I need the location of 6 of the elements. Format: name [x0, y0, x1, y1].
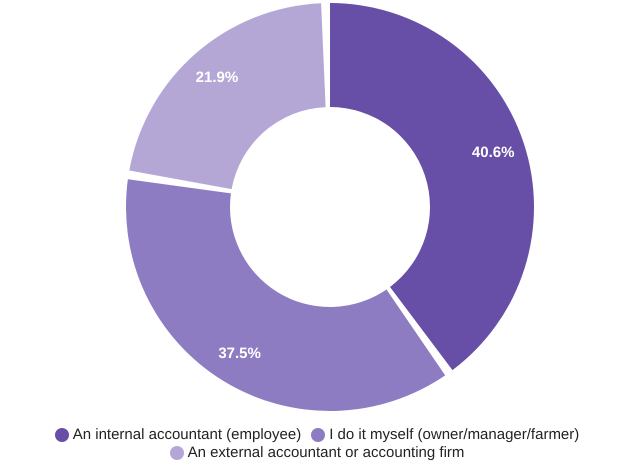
legend-label: An external accountant or accounting firm	[188, 444, 464, 461]
data-label: 37.5%	[218, 344, 261, 362]
legend-label: An internal accountant (employee)	[72, 426, 302, 443]
legend-label: I do it myself (owner/manager/farmer)	[329, 426, 580, 443]
data-label: 21.9%	[196, 68, 238, 86]
data-label: 40.6%	[472, 144, 514, 162]
